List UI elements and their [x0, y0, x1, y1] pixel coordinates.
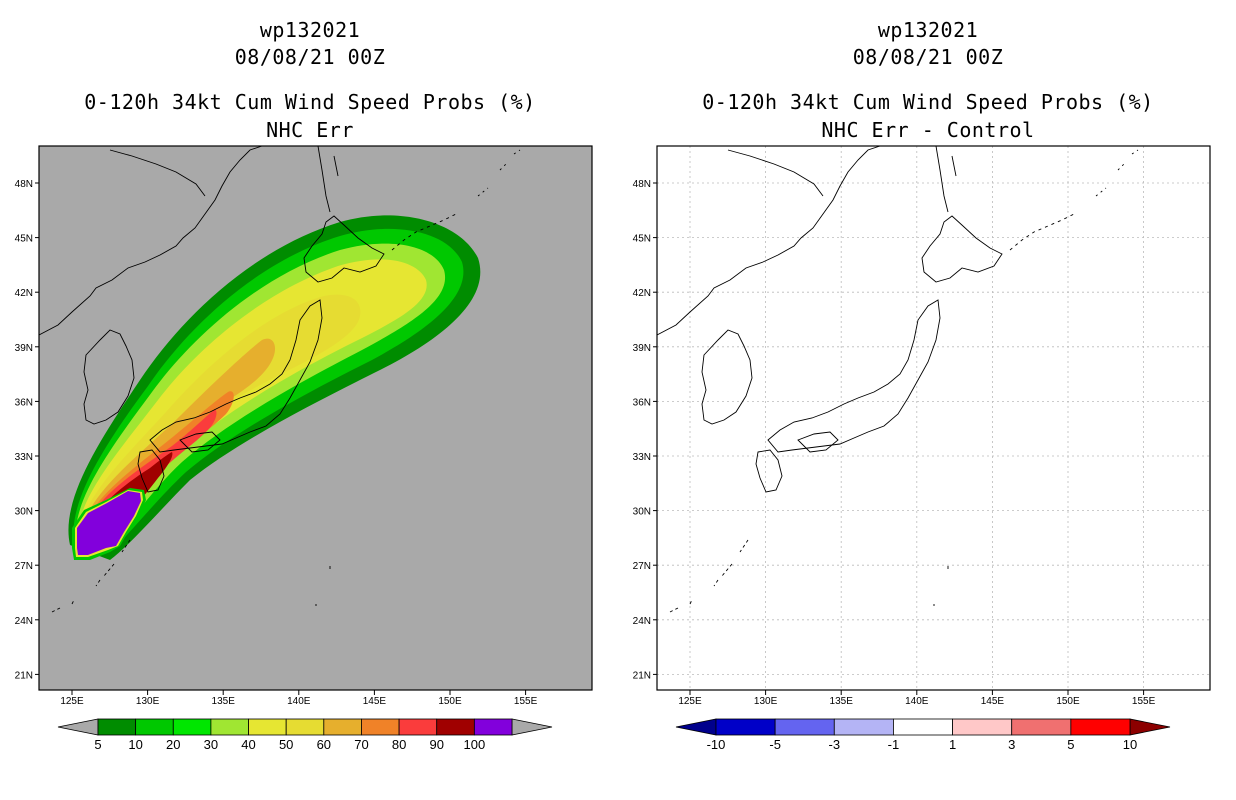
colorbar-label: -1: [888, 737, 900, 752]
colorbar-label: 10: [128, 737, 142, 752]
colorbar-label: 70: [354, 737, 368, 752]
colorbar-label: -3: [829, 737, 841, 752]
lat-label: 36N: [15, 397, 33, 408]
map-axis-labels: 125E 130E 135E 140E 145E 150E 155E 48N 45N 42N 39N…: [15, 179, 1156, 707]
colorbar-swatch: [97, 718, 137, 736]
colorbar-swatch: [473, 718, 513, 736]
colorbar-extend-low: [675, 718, 717, 736]
left-probability-contours: [39, 146, 521, 613]
colorbar-swatch: [398, 718, 438, 736]
right-colorbar: -10 -5 -3 -1 1 3 5 10: [675, 718, 1171, 752]
left-date: 08/08/21 00Z: [234, 45, 386, 69]
lon-label: 140E: [905, 696, 929, 707]
lat-label: 33N: [633, 452, 651, 463]
lon-label: 145E: [363, 696, 387, 707]
right-product-title: 0-120h 34kt Cum Wind Speed Probs (%): [702, 90, 1154, 114]
colorbar-swatch: [135, 718, 174, 736]
right-subtitle: NHC Err - Control: [821, 118, 1035, 142]
colorbar-label: -5: [769, 737, 781, 752]
lat-label: 48N: [15, 179, 33, 190]
lon-label: 145E: [981, 696, 1005, 707]
colorbar-swatch: [172, 718, 212, 736]
lon-label: 150E: [438, 696, 462, 707]
lat-label: 30N: [633, 507, 651, 518]
colorbar-label: 50: [279, 737, 293, 752]
colorbar-swatch: [361, 718, 400, 736]
colorbar-label: 5: [94, 737, 101, 752]
colorbar-swatch: [323, 718, 362, 736]
lat-label: 30N: [15, 507, 33, 518]
right-map-frame: [656, 145, 1211, 691]
colorbar-label: 30: [204, 737, 218, 752]
colorbar-label: 80: [392, 737, 406, 752]
colorbar-label: 5: [1067, 737, 1074, 752]
right-map-panel: [656, 145, 1211, 691]
colorbar-label: 3: [1008, 737, 1015, 752]
lon-label: 155E: [1132, 696, 1156, 707]
lon-label: 130E: [136, 696, 160, 707]
colorbar-label: 10: [1123, 737, 1137, 752]
colorbar-swatch: [1011, 718, 1072, 736]
lat-label: 45N: [633, 234, 651, 245]
lat-label: 42N: [633, 288, 651, 299]
colorbar-swatch: [952, 718, 1013, 736]
colorbar-swatch: [248, 718, 287, 736]
left-map-frame: [38, 145, 593, 691]
lat-label: 45N: [15, 234, 33, 245]
lon-label: 125E: [678, 696, 702, 707]
lat-label: 24N: [15, 616, 33, 627]
colorbar-label: 100: [464, 737, 486, 752]
right-map-background: [657, 146, 1210, 690]
colorbar-swatch: [893, 718, 953, 736]
colorbar-label: 90: [429, 737, 443, 752]
left-map-panel: [38, 145, 593, 691]
contour-40: [80, 294, 361, 544]
lat-label: 24N: [633, 616, 651, 627]
left-colorbar: 5 10 20 30 40 50 60 70 80 90 100: [57, 718, 553, 752]
colorbar-extend-low: [57, 718, 99, 736]
right-date: 08/08/21 00Z: [852, 45, 1004, 69]
colorbar-swatch: [1070, 718, 1131, 736]
colorbar-label: 1: [949, 737, 956, 752]
lat-label: 42N: [15, 288, 33, 299]
colorbar-swatch: [833, 718, 894, 736]
colorbar-extend-high: [1129, 718, 1171, 736]
lat-label: 36N: [633, 397, 651, 408]
lat-label: 27N: [15, 561, 33, 572]
lat-label: 33N: [15, 452, 33, 463]
lon-label: 125E: [60, 696, 84, 707]
lon-label: 150E: [1056, 696, 1080, 707]
lat-label: 39N: [633, 343, 651, 354]
colorbar-swatch: [436, 718, 475, 736]
colorbar-swatch: [285, 718, 325, 736]
lon-label: 155E: [514, 696, 538, 707]
lat-label: 21N: [633, 670, 651, 681]
lat-label: 39N: [15, 343, 33, 354]
colorbar-swatch: [715, 718, 776, 736]
lat-label: 48N: [633, 179, 651, 190]
colorbar-label: -10: [707, 737, 726, 752]
colorbar-extend-high: [511, 718, 553, 736]
colorbar-label: 40: [241, 737, 255, 752]
left-storm-id: wp132021: [259, 18, 361, 42]
lon-label: 135E: [212, 696, 236, 707]
left-subtitle: NHC Err: [266, 118, 354, 142]
colorbar-swatch: [210, 718, 249, 736]
colorbar-label: 20: [166, 737, 180, 752]
lon-label: 140E: [287, 696, 311, 707]
lon-label: 135E: [830, 696, 854, 707]
colorbar-swatch: [774, 718, 835, 736]
colorbar-label: 60: [317, 737, 331, 752]
lat-label: 21N: [15, 670, 33, 681]
contour-100: [77, 491, 141, 555]
left-product-title: 0-120h 34kt Cum Wind Speed Probs (%): [84, 90, 536, 114]
lat-label: 27N: [633, 561, 651, 572]
lon-label: 130E: [754, 696, 778, 707]
right-storm-id: wp132021: [877, 18, 979, 42]
